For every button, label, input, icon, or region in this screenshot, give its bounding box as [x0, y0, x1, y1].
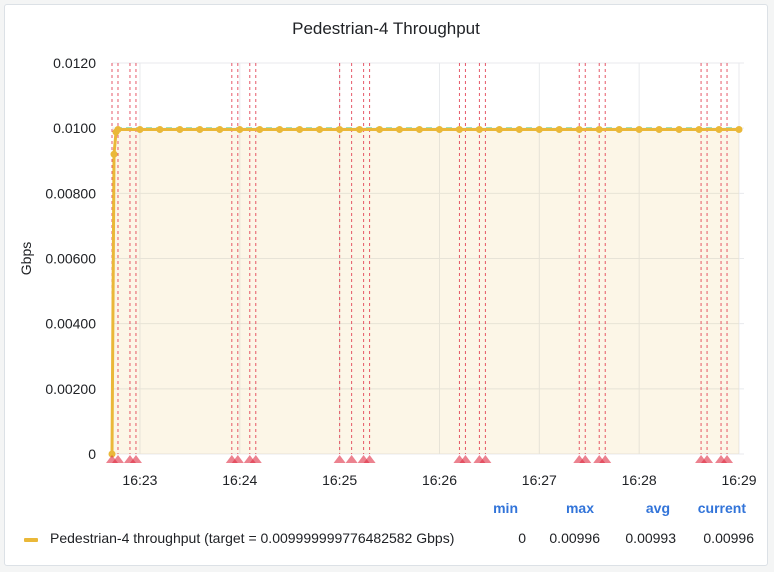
- series-point: [114, 125, 122, 133]
- series-point: [495, 125, 503, 133]
- annotation-marker: [599, 455, 612, 463]
- series-point: [376, 125, 384, 133]
- legend-min-value: 0: [518, 530, 526, 546]
- series-point: [276, 125, 284, 133]
- series-point: [136, 125, 144, 133]
- y-tick-label: 0.00600: [45, 251, 96, 267]
- legend-max-value: 0.00996: [549, 530, 600, 546]
- annotation-marker: [721, 455, 734, 463]
- series-point: [455, 125, 463, 133]
- series-point: [196, 125, 204, 133]
- series-point: [575, 125, 583, 133]
- annotation-marker: [459, 455, 472, 463]
- series-point: [475, 125, 483, 133]
- annotation-marker: [345, 455, 358, 463]
- series-point: [655, 125, 663, 133]
- annotation-marker: [111, 455, 124, 463]
- x-tick-label: 16:25: [322, 472, 357, 488]
- y-tick-label: 0.00800: [45, 185, 96, 201]
- graph-panel: Pedestrian-4 Throughput: [4, 4, 768, 566]
- y-tick-label: 0: [88, 446, 96, 462]
- annotation-marker: [249, 455, 262, 463]
- legend-avg-value: 0.00993: [625, 530, 676, 546]
- series-point: [316, 125, 324, 133]
- legend-swatch[interactable]: [24, 538, 38, 542]
- series-point: [535, 125, 543, 133]
- annotation-marker: [579, 455, 592, 463]
- x-tick-label: 16:29: [721, 472, 756, 488]
- y-tick-label: 0.0120: [53, 55, 96, 71]
- x-tick-label: 16:26: [422, 472, 457, 488]
- y-tick-label: 0.00200: [45, 381, 96, 397]
- series-point: [416, 125, 424, 133]
- x-tick-label: 16:23: [122, 472, 157, 488]
- series-point: [108, 450, 116, 458]
- series-point: [176, 125, 184, 133]
- series-point: [515, 125, 523, 133]
- legend-series-label[interactable]: Pedestrian-4 throughput (target = 0.0099…: [50, 530, 455, 546]
- y-tick-label: 0.00400: [45, 316, 96, 332]
- annotation-marker: [701, 455, 714, 463]
- series-point: [595, 125, 603, 133]
- y-axis-label: Gbps: [18, 242, 34, 275]
- series-point: [635, 125, 643, 133]
- legend-row[interactable]: Pedestrian-4 throughput (target = 0.0099…: [20, 528, 760, 550]
- series-point: [216, 125, 224, 133]
- series-area-fill: [112, 129, 740, 454]
- x-tick-label: 16:27: [522, 472, 557, 488]
- annotation-marker: [231, 455, 244, 463]
- series-point: [615, 125, 623, 133]
- series-point: [296, 125, 304, 133]
- legend-header-avg[interactable]: avg: [645, 500, 670, 516]
- panel-title[interactable]: Pedestrian-4 Throughput: [292, 19, 480, 38]
- y-tick-label: 0.0100: [53, 120, 96, 136]
- series-point: [396, 125, 404, 133]
- series-point: [735, 125, 743, 133]
- legend-header-min[interactable]: min: [493, 500, 518, 516]
- series-point: [435, 125, 443, 133]
- series-point: [675, 125, 683, 133]
- series-point: [555, 125, 563, 133]
- series-point: [356, 125, 364, 133]
- series-point: [256, 125, 264, 133]
- legend-header-current[interactable]: current: [697, 500, 746, 516]
- annotation-marker: [333, 455, 346, 463]
- annotation-marker: [129, 455, 142, 463]
- series-point: [336, 125, 344, 133]
- x-tick-label: 16:24: [222, 472, 257, 488]
- legend-current-value: 0.00996: [703, 530, 754, 546]
- legend-header-max[interactable]: max: [565, 500, 594, 516]
- series-point: [156, 125, 164, 133]
- x-tick-label: 16:28: [622, 472, 657, 488]
- series-point: [695, 125, 703, 133]
- series-point: [236, 125, 244, 133]
- series-point: [110, 150, 118, 158]
- annotation-marker: [479, 455, 492, 463]
- annotation-marker: [363, 455, 376, 463]
- series-point: [715, 125, 723, 133]
